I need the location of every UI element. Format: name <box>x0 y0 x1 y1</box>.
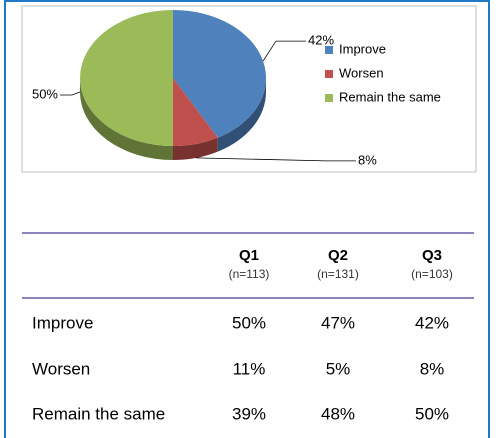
row-label: Improve <box>32 313 93 332</box>
data-label: 50% <box>32 86 58 101</box>
row-label: Worsen <box>32 359 90 378</box>
column-sample-size: (n=103) <box>411 267 453 281</box>
leader-line <box>262 40 306 62</box>
table-cell: 50% <box>232 313 266 332</box>
legend-label: Worsen <box>339 65 384 80</box>
column-sample-size: (n=131) <box>317 267 359 281</box>
table-cell: 11% <box>233 359 266 378</box>
table-cell: 39% <box>232 404 266 423</box>
table-cell: 42% <box>415 313 449 332</box>
pie-side <box>173 137 218 160</box>
leader-line <box>60 91 81 96</box>
column-header: Q3 <box>422 247 442 264</box>
legend-swatch <box>325 94 333 102</box>
table-cell: 47% <box>321 313 355 332</box>
row-label: Remain the same <box>32 404 165 423</box>
table-cell: 5% <box>326 359 351 378</box>
column-header: Q2 <box>328 247 348 264</box>
leader-line <box>196 157 356 162</box>
table-cell: 8% <box>420 359 445 378</box>
pie-slice <box>173 10 267 138</box>
data-label: 42% <box>308 33 334 48</box>
legend-label: Improve <box>339 41 386 56</box>
data-label: 8% <box>358 152 377 167</box>
pie-side <box>80 78 173 160</box>
table-cell: 50% <box>415 404 449 423</box>
pie-side <box>217 78 266 152</box>
pie-slice <box>173 78 218 146</box>
legend-swatch <box>325 70 333 78</box>
column-sample-size: (n=113) <box>229 267 270 281</box>
legend-swatch <box>325 46 333 54</box>
table-cell: 48% <box>321 404 355 423</box>
pie-slice <box>80 10 173 146</box>
column-header: Q1 <box>239 247 259 264</box>
legend-label: Remain the same <box>339 89 441 104</box>
